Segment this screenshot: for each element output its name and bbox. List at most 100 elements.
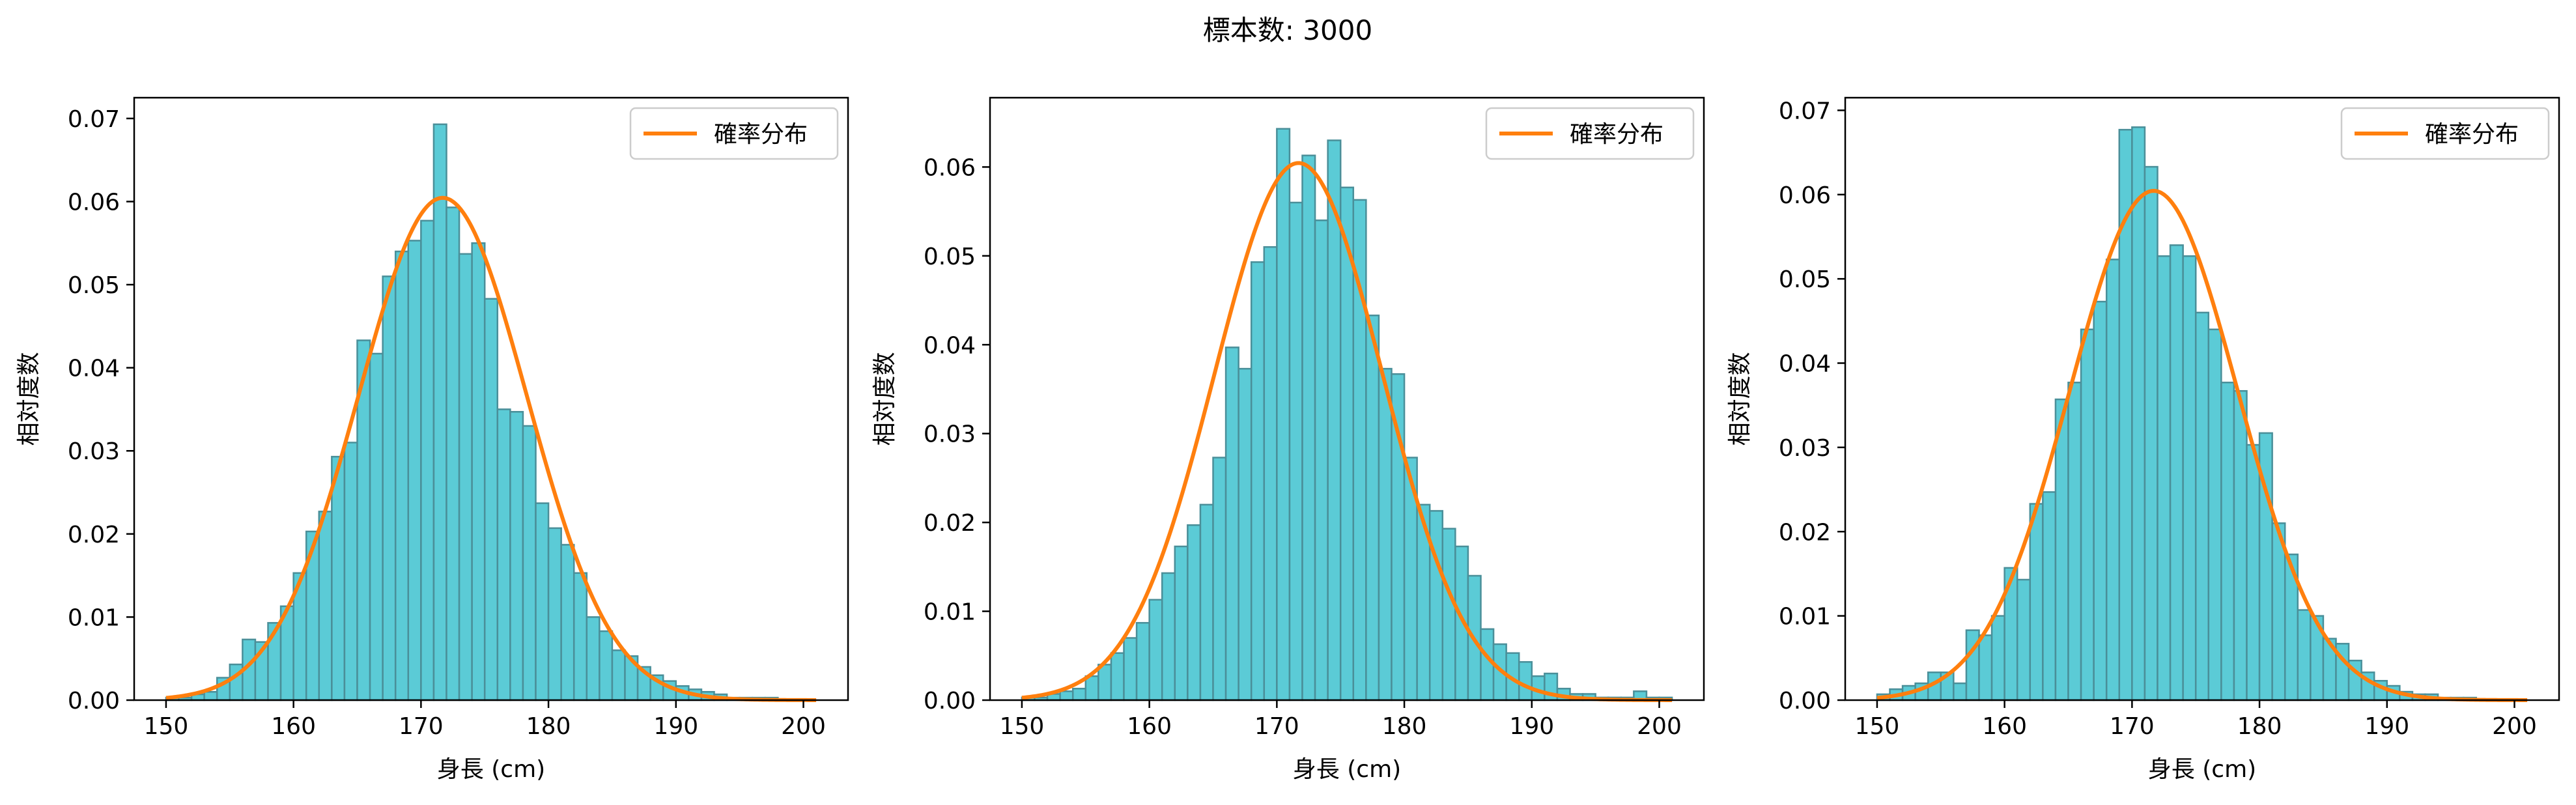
histogram-bar (1212, 457, 1227, 701)
histogram-bar (611, 649, 626, 701)
y-tick-label: 0.03 (68, 438, 120, 465)
legend-label: 確率分布 (714, 121, 808, 148)
y-tick-label: 0.01 (68, 604, 120, 631)
histogram-bar (1378, 367, 1393, 701)
y-axis-label: 相対度数 (16, 352, 42, 445)
histogram-bar (2042, 491, 2057, 701)
axes-frame (133, 96, 849, 701)
x-tick-label: 190 (1509, 713, 1554, 740)
histogram-bar (1174, 545, 1189, 701)
legend: 確率分布 (1485, 107, 1695, 160)
histogram-bars (1876, 126, 2478, 701)
histogram-bar (318, 511, 333, 701)
legend-label: 確率分布 (1570, 121, 1663, 148)
y-axis-label: 相対度数 (871, 352, 898, 445)
histogram-bar (432, 123, 447, 701)
histogram-bar (1148, 599, 1163, 701)
histogram-bar (1301, 154, 1316, 701)
histogram-bar (2067, 382, 2082, 701)
histogram-bar (1071, 688, 1087, 701)
histogram-bar (1187, 524, 1202, 701)
histogram-bar (1276, 128, 1291, 701)
histogram-bar (446, 206, 460, 701)
histogram-bar (1135, 622, 1150, 701)
histogram-bar (331, 455, 346, 701)
histogram-bar (2157, 255, 2172, 701)
x-tick-label: 160 (1127, 713, 1172, 740)
y-tick-label: 0.04 (1779, 351, 1831, 378)
histogram-bar (1365, 315, 1380, 701)
histogram-bar (407, 240, 422, 701)
histogram-bar (2182, 255, 2197, 701)
histogram-bar (343, 442, 358, 701)
x-tick-label: 150 (1000, 713, 1045, 740)
histogram-bar (1250, 261, 1266, 701)
x-tick-label: 160 (1982, 713, 2027, 740)
histogram-bar (1110, 652, 1125, 701)
y-tick-label: 0.00 (68, 688, 120, 714)
y-tick-label: 0.03 (1779, 435, 1831, 462)
y-tick-label: 0.05 (924, 244, 976, 270)
histogram-bar (2169, 244, 2184, 701)
histogram-bar (382, 275, 397, 701)
y-tick-label: 0.03 (924, 421, 976, 448)
histogram-bar (1428, 510, 1444, 701)
histogram-bar (2233, 389, 2248, 701)
histogram-bar (1480, 628, 1495, 701)
histogram-bar (1288, 201, 1303, 701)
histogram-bar (483, 298, 499, 701)
histogram-bar (458, 253, 473, 701)
y-tick-label: 0.04 (68, 356, 120, 382)
y-tick-label: 0.06 (1779, 182, 1831, 209)
histogram-bar (1314, 219, 1329, 701)
x-tick-label: 200 (781, 713, 826, 740)
histogram-bar (1518, 661, 1533, 701)
y-tick-label: 0.00 (1779, 688, 1831, 714)
x-tick-label: 200 (1637, 713, 1682, 740)
histogram-bar (1238, 367, 1253, 701)
x-tick-label: 180 (2237, 713, 2282, 740)
chart-panel-3: 150 160 170 180 190 200 0.00 0.01 0.02 0.03 0.04 0.… (1727, 96, 2560, 783)
histogram-bar (1199, 503, 1214, 701)
histogram-bar (2080, 328, 2095, 701)
histogram-bar (1990, 615, 2005, 701)
x-axis-label: 身長 (cm) (437, 756, 545, 783)
y-tick-label: 0.01 (1779, 604, 1831, 630)
histogram-bar (1084, 675, 1099, 701)
histogram-bar (2194, 311, 2210, 701)
x-tick-label: 160 (271, 713, 316, 740)
histogram-bar (1123, 637, 1138, 701)
x-tick-label: 180 (526, 713, 571, 740)
histogram-bar (203, 690, 218, 701)
axes-frame (989, 96, 1705, 701)
histogram-bars (165, 123, 779, 701)
axes-frame (1844, 96, 2560, 701)
chart-panel-1: 150 160 170 180 190 200 0.00 0.01 0.02 0.03 0.04 0.… (16, 96, 849, 783)
histogram-bar (509, 411, 524, 701)
histogram-bar (2144, 165, 2158, 701)
legend-box (2340, 107, 2550, 160)
histogram-bar (2297, 609, 2312, 701)
histogram-bar (1263, 246, 1278, 701)
y-tick-label: 0.05 (1779, 266, 1831, 293)
x-tick-label: 180 (1382, 713, 1427, 740)
legend: 確率分布 (2340, 107, 2550, 160)
histogram-bar (2016, 578, 2031, 701)
histogram-bar (1953, 682, 1968, 701)
histogram-bar (2246, 444, 2261, 701)
x-tick-label: 170 (2110, 713, 2155, 740)
x-tick-label: 200 (2492, 713, 2537, 740)
y-axis-label: 相対度数 (1727, 352, 1753, 445)
y-tick-label: 0.01 (924, 599, 976, 626)
y-tick-label: 0.05 (68, 272, 120, 299)
histogram-bar (420, 219, 435, 701)
y-tick-label: 0.04 (924, 332, 976, 359)
probability-curve (1876, 189, 2528, 702)
x-tick-label: 150 (144, 713, 189, 740)
x-axis-label: 身長 (cm) (1293, 756, 1401, 783)
histogram-bar (2093, 300, 2108, 701)
y-tick-label: 0.07 (1779, 98, 1831, 124)
histogram-bar (2029, 503, 2044, 701)
figure-title: 標本数: 3000 (1203, 14, 1372, 46)
